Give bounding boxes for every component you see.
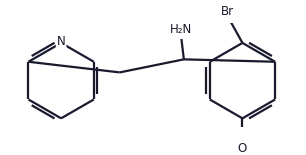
Text: H₂N: H₂N: [170, 23, 192, 36]
Text: O: O: [238, 142, 247, 155]
Text: Br: Br: [220, 5, 233, 18]
Text: N: N: [57, 35, 65, 49]
